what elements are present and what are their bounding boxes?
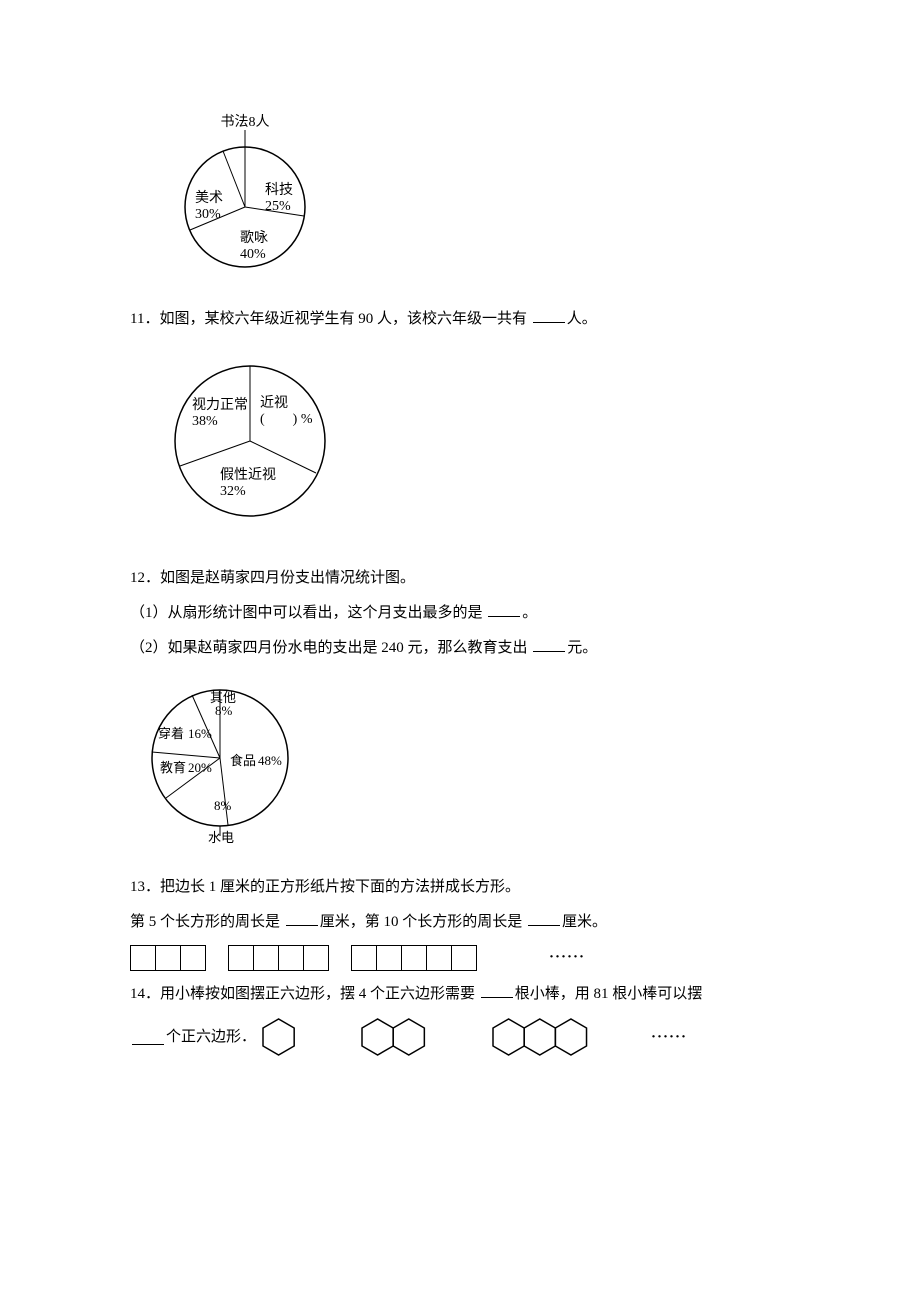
q14-hex-sequence: ······ (260, 1016, 687, 1058)
q12-p2-b: 元。 (567, 640, 597, 656)
q12-p1-a: （1）从扇形统计图中可以看出，这个月支出最多的是 (130, 605, 486, 621)
rect-group (228, 945, 329, 971)
page: 书法8人美术30% 科技25% 歌咏40% 11．如图，某校六年级近视学生有 90 … (0, 0, 920, 1302)
q11-blank[interactable] (533, 307, 565, 323)
q12-part1: （1）从扇形统计图中可以看出，这个月支出最多的是 。 (130, 600, 790, 627)
q13-mid: 厘米，第 10 个长方形的周长是 (320, 914, 526, 930)
pie12-svg: 其他8%穿着16%食品48%教育20%水电8% (130, 670, 330, 850)
hexagon-group (260, 1016, 299, 1058)
svg-text:教育: 教育 (160, 760, 186, 775)
rect-group (351, 945, 477, 971)
q13-blank2[interactable] (528, 910, 560, 926)
svg-text:20%: 20% (188, 760, 212, 775)
ellipsis: ······ (651, 1024, 687, 1051)
q12-p2-a: （2）如果赵萌家四月份水电的支出是 240 元，那么教育支出 (130, 640, 531, 656)
svg-text:( ) %: ( ) % (260, 412, 313, 427)
rect-group (130, 945, 206, 971)
q11-text: 11．如图，某校六年级近视学生有 90 人，该校六年级一共有 人。 (130, 306, 790, 333)
q12-head: 12．如图是赵萌家四月份支出情况统计图。 (130, 565, 790, 592)
pie-chart-activities: 书法8人美术30% 科技25% 歌咏40% (150, 112, 790, 292)
svg-text:穿着: 穿着 (158, 726, 184, 741)
hexagon-group (490, 1016, 592, 1058)
q13-head: 13．把边长 1 厘米的正方形纸片按下面的方法拼成长方形。 (130, 874, 790, 901)
q14-line1: 14．用小棒按如图摆正六边形，摆 4 个正六边形需要 根小棒，用 81 根小棒可… (130, 981, 790, 1008)
svg-text:8%: 8% (215, 703, 233, 718)
q12-blank1[interactable] (488, 601, 520, 617)
q13-b: 厘米。 (562, 914, 607, 930)
q14-blank1[interactable] (481, 982, 513, 998)
pie-chart-eyesight: 视力正常38% 近视( ) % 假性近视32% (150, 341, 790, 551)
svg-text:30%: 30% (195, 207, 221, 222)
q14-2b: 个正六边形． (166, 1024, 256, 1051)
q14-1b: 根小棒，用 81 根小棒可以摆 (515, 986, 703, 1002)
q12-part2: （2）如果赵萌家四月份水电的支出是 240 元，那么教育支出 元。 (130, 635, 790, 662)
svg-text:38%: 38% (192, 414, 218, 429)
pie11-svg: 视力正常38% 近视( ) % 假性近视32% (150, 341, 360, 541)
q11-a: 11．如图，某校六年级近视学生有 90 人，该校六年级一共有 (130, 311, 531, 327)
svg-text:8%: 8% (214, 798, 232, 813)
svg-text:近视: 近视 (260, 395, 288, 411)
q11-b: 人。 (567, 311, 597, 327)
svg-text:假性近视: 假性近视 (220, 467, 276, 483)
q13-rect-sequence: ······ (130, 944, 790, 971)
svg-text:32%: 32% (220, 484, 246, 499)
svg-text:科技: 科技 (265, 182, 293, 198)
svg-text:美术: 美术 (195, 190, 223, 206)
svg-text:水电: 水电 (208, 830, 234, 845)
svg-text:48%: 48% (258, 753, 282, 768)
q13-a: 第 5 个长方形的周长是 (130, 914, 284, 930)
pie10-svg: 书法8人美术30% 科技25% 歌咏40% (150, 112, 350, 282)
svg-text:25%: 25% (265, 199, 291, 214)
svg-text:书法8人: 书法8人 (221, 114, 270, 130)
ellipsis: ······ (549, 944, 585, 971)
svg-text:歌咏: 歌咏 (240, 230, 268, 246)
q13-blank1[interactable] (286, 910, 318, 926)
pie-chart-spending: 其他8%穿着16%食品48%教育20%水电8% (130, 670, 790, 860)
svg-text:食品: 食品 (230, 753, 256, 768)
svg-text:16%: 16% (188, 726, 212, 741)
svg-text:视力正常: 视力正常 (192, 397, 248, 413)
q12-p1-b: 。 (522, 605, 537, 621)
hexagon-group (359, 1016, 429, 1058)
q12-blank2[interactable] (533, 636, 565, 652)
svg-text:40%: 40% (240, 247, 266, 262)
q14-1a: 14．用小棒按如图摆正六边形，摆 4 个正六边形需要 (130, 986, 479, 1002)
q13-line: 第 5 个长方形的周长是 厘米，第 10 个长方形的周长是 厘米。 (130, 909, 790, 936)
q14-blank2[interactable] (132, 1029, 164, 1045)
q14-row: 个正六边形． ······ (130, 1016, 790, 1058)
